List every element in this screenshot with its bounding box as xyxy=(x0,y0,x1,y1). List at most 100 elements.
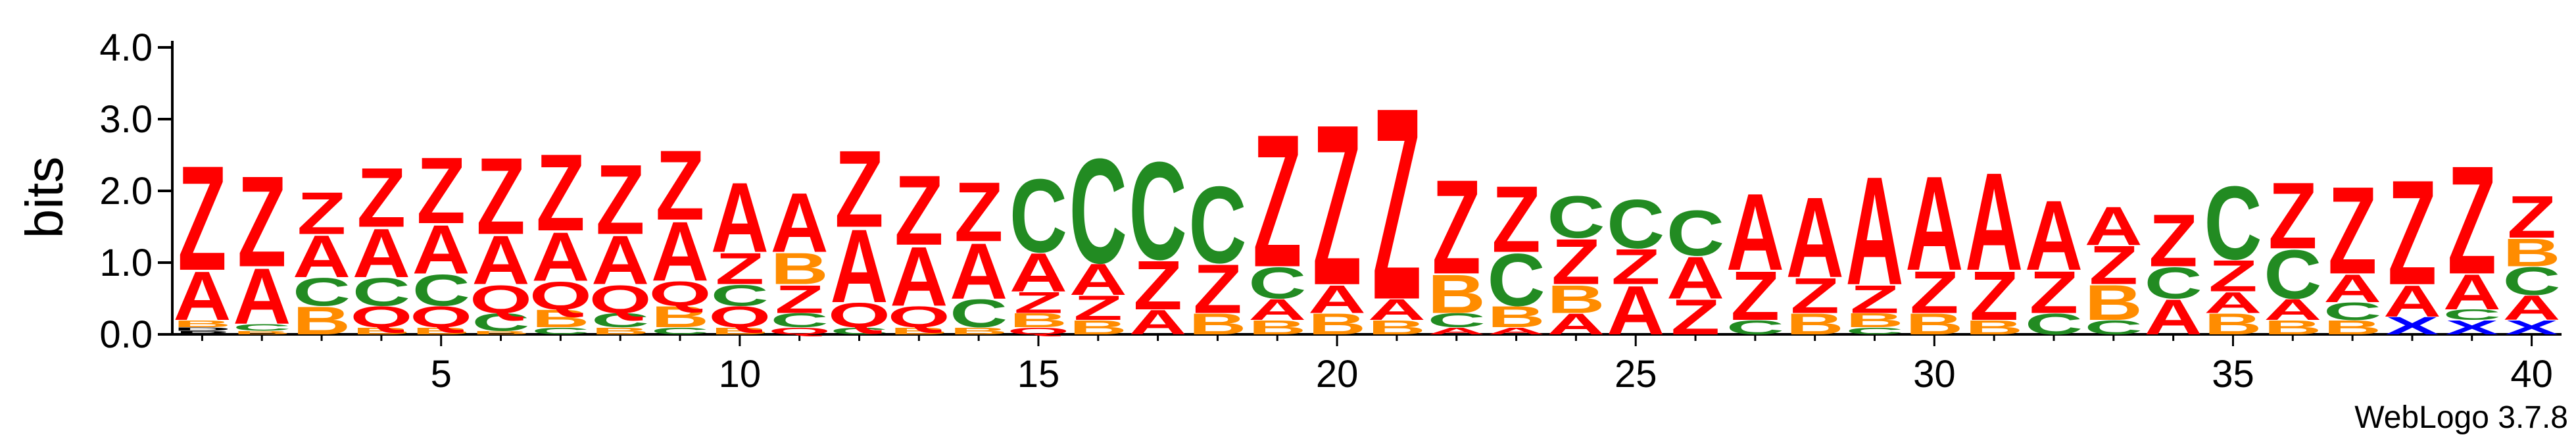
y-tick-label: 3.0 xyxy=(99,98,153,141)
logo-letter-glyph: B xyxy=(531,305,589,332)
logo-letter-A: A xyxy=(2085,195,2143,257)
logo-letter-Z: Z xyxy=(1671,289,1720,345)
logo-letter-Z: Z xyxy=(1731,258,1780,336)
logo-letter-glyph: Z xyxy=(1373,51,1422,358)
logo-letter-glyph: C xyxy=(1726,317,1784,339)
logo-letter-glyph: Z xyxy=(1671,289,1720,345)
x-tick-label: 5 xyxy=(431,353,452,396)
logo-letter-C: C xyxy=(293,270,351,314)
logo-letter-A: A xyxy=(771,176,829,271)
logo-letter-glyph: C xyxy=(2085,317,2143,339)
logo-letter-B: B xyxy=(2323,317,2381,339)
logo-letter-C: C xyxy=(2025,307,2083,341)
logo-letter-Z: Z xyxy=(2208,251,2258,301)
logo-letter-A: A xyxy=(2503,288,2561,327)
logo-letter-glyph: X xyxy=(2445,317,2498,339)
logo-letter-glyph: Z xyxy=(1014,286,1063,319)
logo-letter-glyph: X xyxy=(2385,312,2439,340)
logo-letter-Z: Z xyxy=(536,131,585,253)
logo-letter-glyph: Z xyxy=(1074,288,1123,327)
logo-letter-glyph: Q xyxy=(529,274,592,318)
logo-letter-Z: Z xyxy=(2448,134,2496,306)
logo-letter-Z: Z xyxy=(2388,149,2437,316)
logo-letter-A: A xyxy=(472,222,530,299)
logo-letter-glyph: B xyxy=(2323,317,2381,339)
logo-letter-glyph: Z xyxy=(894,155,944,266)
logo-letter-glyph: Z xyxy=(476,135,525,257)
logo-letter-C: C xyxy=(472,309,530,336)
logo-letter-A: A xyxy=(2145,289,2202,345)
logo-letters: PDBAZBCAZBCAZBQCAZBQCAZBCQAZCBQAZBCQAZCB… xyxy=(173,51,2560,358)
logo-letter-glyph: B xyxy=(1965,317,2023,339)
logo-letter-glyph: A xyxy=(1428,325,1486,336)
logo-letter-C: C xyxy=(2085,317,2143,339)
y-tick-label: 2.0 xyxy=(99,170,153,213)
logo-letter-glyph: Z xyxy=(1551,226,1601,298)
logo-letter-glyph: Z xyxy=(1850,277,1899,321)
logo-letter-A: A xyxy=(1488,325,1545,336)
logo-letter-glyph: A xyxy=(2085,195,2143,257)
y-tick-label: 0.0 xyxy=(99,313,153,356)
logo-letter-glyph: C xyxy=(412,265,470,315)
x-tick-label: 25 xyxy=(1615,353,1657,396)
logo-letter-B: B xyxy=(1009,309,1067,332)
logo-letter-glyph: B xyxy=(293,299,351,343)
logo-letter-glyph: Q xyxy=(410,300,472,334)
x-tick-label: 10 xyxy=(719,353,762,396)
logo-letter-A: A xyxy=(2443,264,2501,320)
logo-letter-C: C xyxy=(1666,197,1724,269)
logo-letter-glyph: C xyxy=(2145,258,2202,308)
logo-letter-B: B xyxy=(591,325,649,336)
logo-letter-Z: Z xyxy=(178,134,226,301)
logo-letter-B: B xyxy=(651,300,709,334)
logo-letter-glyph: D xyxy=(173,326,231,332)
logo-letter-glyph: A xyxy=(233,251,291,341)
logo-letter-glyph: Q xyxy=(649,274,712,313)
x-tick-label: 15 xyxy=(1017,353,1060,396)
logo-letter-Z: Z xyxy=(716,244,765,294)
logo-letter-glyph: B xyxy=(591,325,649,336)
logo-letter-glyph: Z xyxy=(2208,251,2258,301)
logo-letter-glyph: Z xyxy=(1313,78,1362,333)
logo-letter-glyph: Z xyxy=(1790,268,1839,324)
logo-letter-glyph: C xyxy=(950,292,1008,336)
logo-letter-glyph: C xyxy=(293,270,351,314)
logo-letter-glyph: C xyxy=(2503,259,2561,303)
logo-letter-Z: Z xyxy=(357,151,406,245)
logo-letter-glyph: B xyxy=(1188,307,1246,341)
logo-letter-glyph: C xyxy=(1547,184,1605,250)
footer-label: WebLogo 3.7.8 xyxy=(2354,400,2568,435)
logo-letter-A: A xyxy=(1009,242,1067,303)
logo-letter-glyph: B xyxy=(1069,317,1127,339)
logo-letter-P: P xyxy=(176,330,229,335)
logo-letter-glyph: B xyxy=(472,330,530,335)
logo-letter-glyph: Q xyxy=(888,300,950,334)
logo-letter-B: B xyxy=(2085,275,2143,331)
logo-letter-glyph: Z xyxy=(1970,258,2018,336)
logo-letter-glyph: C xyxy=(771,309,829,332)
logo-letter-glyph: B xyxy=(890,325,948,336)
logo-letter-glyph: A xyxy=(2264,293,2321,326)
logo-letter-glyph: C xyxy=(1666,197,1724,269)
logo-letter-Z: Z xyxy=(2089,235,2138,296)
logo-letter-glyph: C xyxy=(1488,238,1545,321)
logo-letter-glyph: Z xyxy=(178,134,226,301)
logo-letter-C: C xyxy=(830,325,888,336)
logo-letter-B: B xyxy=(890,325,948,336)
logo-letter-glyph: A xyxy=(950,226,1008,316)
logo-letter-glyph: Z xyxy=(835,128,884,250)
logo-letter-glyph: A xyxy=(1607,272,1665,349)
logo-letter-glyph: A xyxy=(2383,276,2441,326)
logo-letter-B: B xyxy=(1786,307,1844,341)
logo-letter-glyph: A xyxy=(2503,288,2561,327)
logo-letter-glyph: A xyxy=(1488,325,1545,336)
logo-letter-B: B xyxy=(2503,230,2561,274)
logo-letter-glyph: C xyxy=(830,325,888,336)
logo-letter-glyph: A xyxy=(1786,173,1844,301)
logo-letter-glyph: A xyxy=(591,222,649,299)
logo-letter-A: A xyxy=(1368,293,1426,326)
logo-letter-glyph: C xyxy=(1607,186,1665,264)
logo-letter-glyph: C xyxy=(651,325,709,336)
logo-letter-glyph: A xyxy=(890,229,948,324)
logo-letter-glyph: B xyxy=(173,319,231,330)
